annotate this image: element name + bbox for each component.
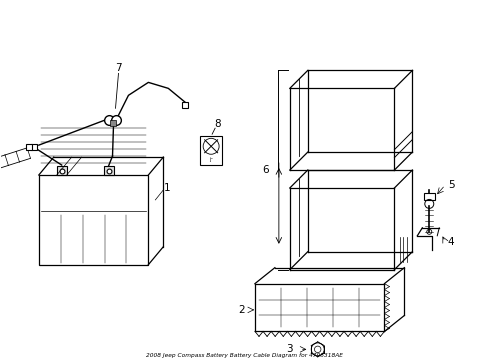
Text: jᴰ: jᴰ — [209, 157, 212, 162]
Text: 2: 2 — [238, 305, 245, 315]
Bar — [39, 175, 148, 265]
Text: 8: 8 — [213, 119, 220, 129]
Text: 5: 5 — [447, 180, 453, 190]
Text: 1: 1 — [163, 183, 170, 193]
Bar — [103, 166, 113, 175]
Text: 7: 7 — [115, 63, 122, 73]
Bar — [423, 193, 434, 200]
Text: 6: 6 — [262, 165, 269, 175]
Text: 4: 4 — [447, 237, 453, 247]
Bar — [200, 136, 222, 165]
Text: 3: 3 — [286, 345, 292, 354]
Text: 2008 Jeep Compass Battery Battery Cable Diagram for 4795318AE: 2008 Jeep Compass Battery Battery Cable … — [146, 353, 342, 358]
Bar — [57, 166, 66, 175]
